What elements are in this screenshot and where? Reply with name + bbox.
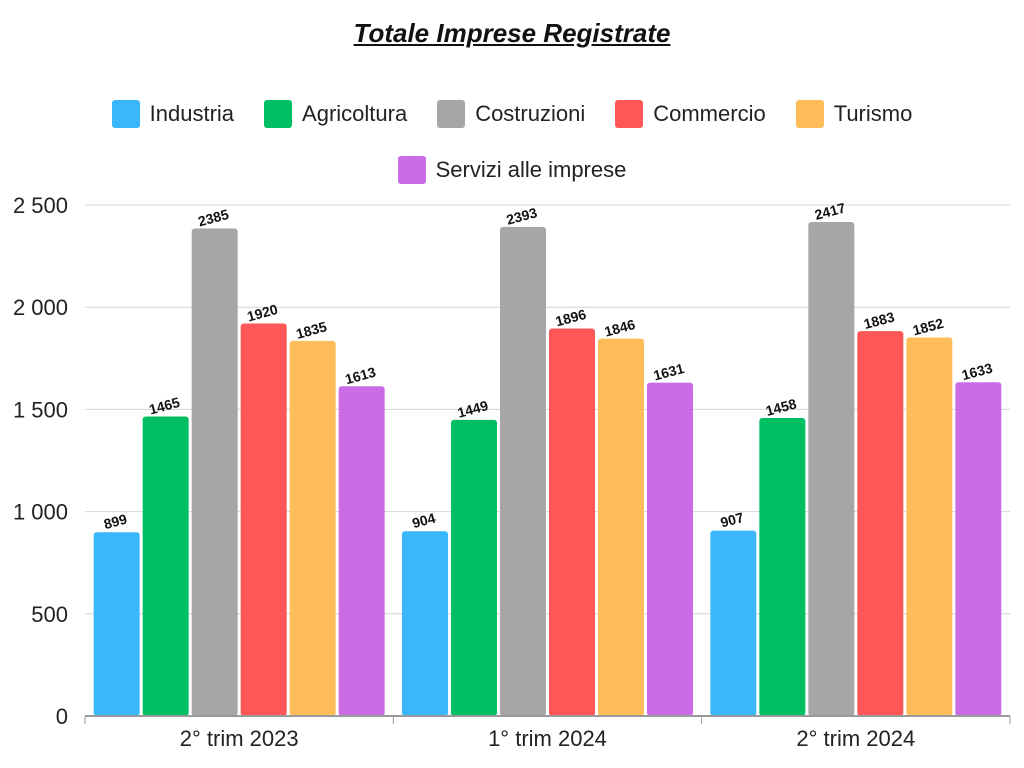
- legend-label-costruzioni: Costruzioni: [475, 101, 586, 126]
- data-label: 2417: [813, 199, 847, 223]
- data-label: 2385: [196, 206, 230, 230]
- bar-costruzioni-1-trim-2024: [500, 226, 546, 717]
- bar-costruzioni-2-trim-2023: [191, 228, 238, 717]
- bar-turismo-2-trim-2024: [906, 337, 953, 716]
- bar-servizi-alle-imprese-2-trim-2024: [955, 382, 1002, 716]
- chart-title: Totale Imprese Registrate: [353, 18, 671, 48]
- legend-swatch-agricoltura: [264, 100, 293, 128]
- legend-swatch-servizi-alle-imprese: [397, 156, 426, 184]
- data-label: 904: [410, 510, 437, 532]
- data-label: 899: [102, 511, 129, 533]
- bar-turismo-1-trim-2024: [598, 338, 644, 716]
- y-tick-label: 2 000: [13, 295, 68, 320]
- data-label: 1883: [862, 308, 896, 332]
- x-tick-label: 2° trim 2023: [180, 726, 299, 751]
- data-label: 1846: [603, 316, 637, 340]
- legend-item-commercio: Commercio: [615, 100, 766, 128]
- y-tick-label: 1 500: [13, 397, 68, 422]
- legend-item-agricoltura: Agricoltura: [264, 100, 407, 128]
- legend-item-servizi-alle-imprese: Servizi alle imprese: [397, 156, 627, 184]
- legend-item-turismo: Turismo: [795, 100, 913, 128]
- data-label: 1633: [960, 360, 994, 384]
- data-label: 1896: [554, 306, 588, 330]
- data-label: 1465: [147, 394, 181, 418]
- bar-commercio-1-trim-2024: [549, 328, 595, 716]
- data-label: 2393: [505, 204, 539, 228]
- legend-label-turismo: Turismo: [833, 101, 913, 126]
- bar-commercio-2-trim-2024: [857, 331, 904, 716]
- bar-costruzioni-2-trim-2024: [808, 221, 855, 716]
- bar-turismo-2-trim-2023: [289, 340, 336, 716]
- legend-label-commercio: Commercio: [653, 101, 766, 126]
- data-label: 1613: [343, 364, 377, 388]
- legend-label-servizi-alle-imprese: Servizi alle imprese: [435, 157, 627, 182]
- bar-industria-1-trim-2024: [402, 531, 448, 716]
- bar-servizi-alle-imprese-1-trim-2024: [647, 382, 693, 716]
- legend-row-2: Servizi alle imprese: [0, 152, 1024, 188]
- y-tick-label: 1 000: [13, 500, 68, 525]
- data-label: 1449: [456, 397, 490, 421]
- y-tick-label: 500: [31, 602, 68, 627]
- y-tick-label: 2 500: [13, 193, 68, 218]
- bar-industria-2-trim-2024: [710, 530, 757, 716]
- data-label: 1458: [764, 395, 798, 419]
- legend-swatch-turismo: [795, 100, 824, 128]
- legend-item-industria: Industria: [111, 100, 235, 128]
- legend-item-costruzioni: Costruzioni: [437, 100, 585, 128]
- bar-agricoltura-1-trim-2024: [451, 419, 497, 716]
- legend: Industria Agricoltura Costruzioni Commer…: [0, 96, 1024, 208]
- legend-label-agricoltura: Agricoltura: [302, 101, 408, 126]
- data-label: 1631: [652, 360, 686, 384]
- legend-swatch-industria: [111, 100, 140, 128]
- bar-servizi-alle-imprese-2-trim-2023: [338, 386, 385, 716]
- bar-agricoltura-2-trim-2023: [142, 416, 189, 716]
- data-label: 1920: [245, 301, 279, 325]
- legend-label-industria: Industria: [149, 101, 235, 126]
- x-tick-label: 2° trim 2024: [796, 726, 915, 751]
- bar-industria-2-trim-2023: [93, 532, 140, 716]
- bar-agricoltura-2-trim-2024: [759, 417, 806, 716]
- x-tick-label: 1° trim 2024: [488, 726, 607, 751]
- data-label: 1835: [294, 318, 328, 342]
- legend-swatch-commercio: [615, 100, 644, 128]
- legend-row-1: Industria Agricoltura Costruzioni Commer…: [0, 96, 1024, 132]
- data-label: 907: [719, 509, 746, 531]
- legend-swatch-costruzioni: [437, 100, 466, 128]
- y-tick-label: 0: [56, 704, 68, 729]
- data-label: 1852: [911, 315, 945, 339]
- bar-commercio-2-trim-2023: [240, 323, 287, 716]
